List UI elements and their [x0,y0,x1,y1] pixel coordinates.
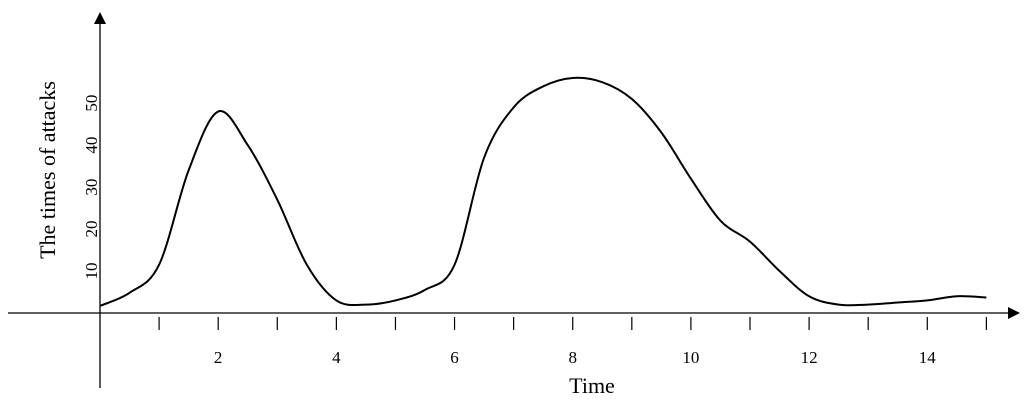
y-tick-label: 40 [82,137,101,154]
y-tick-label: 50 [82,95,101,112]
x-tick-label: 6 [450,348,459,367]
x-tick-label: 4 [332,348,341,367]
x-tick-label: 8 [568,348,577,367]
x-tick-label: 2 [214,348,223,367]
y-axis-label: The times of attacks [35,81,60,259]
y-tick-label: 20 [82,221,101,238]
y-tick-label: 30 [82,179,101,196]
x-tick-label: 12 [801,348,818,367]
y-tick-label: 10 [82,263,101,280]
x-axis-label: Time [569,373,615,398]
data-line [99,76,987,307]
x-tick-label: 10 [682,348,699,367]
x-tick-label: 14 [919,348,937,367]
